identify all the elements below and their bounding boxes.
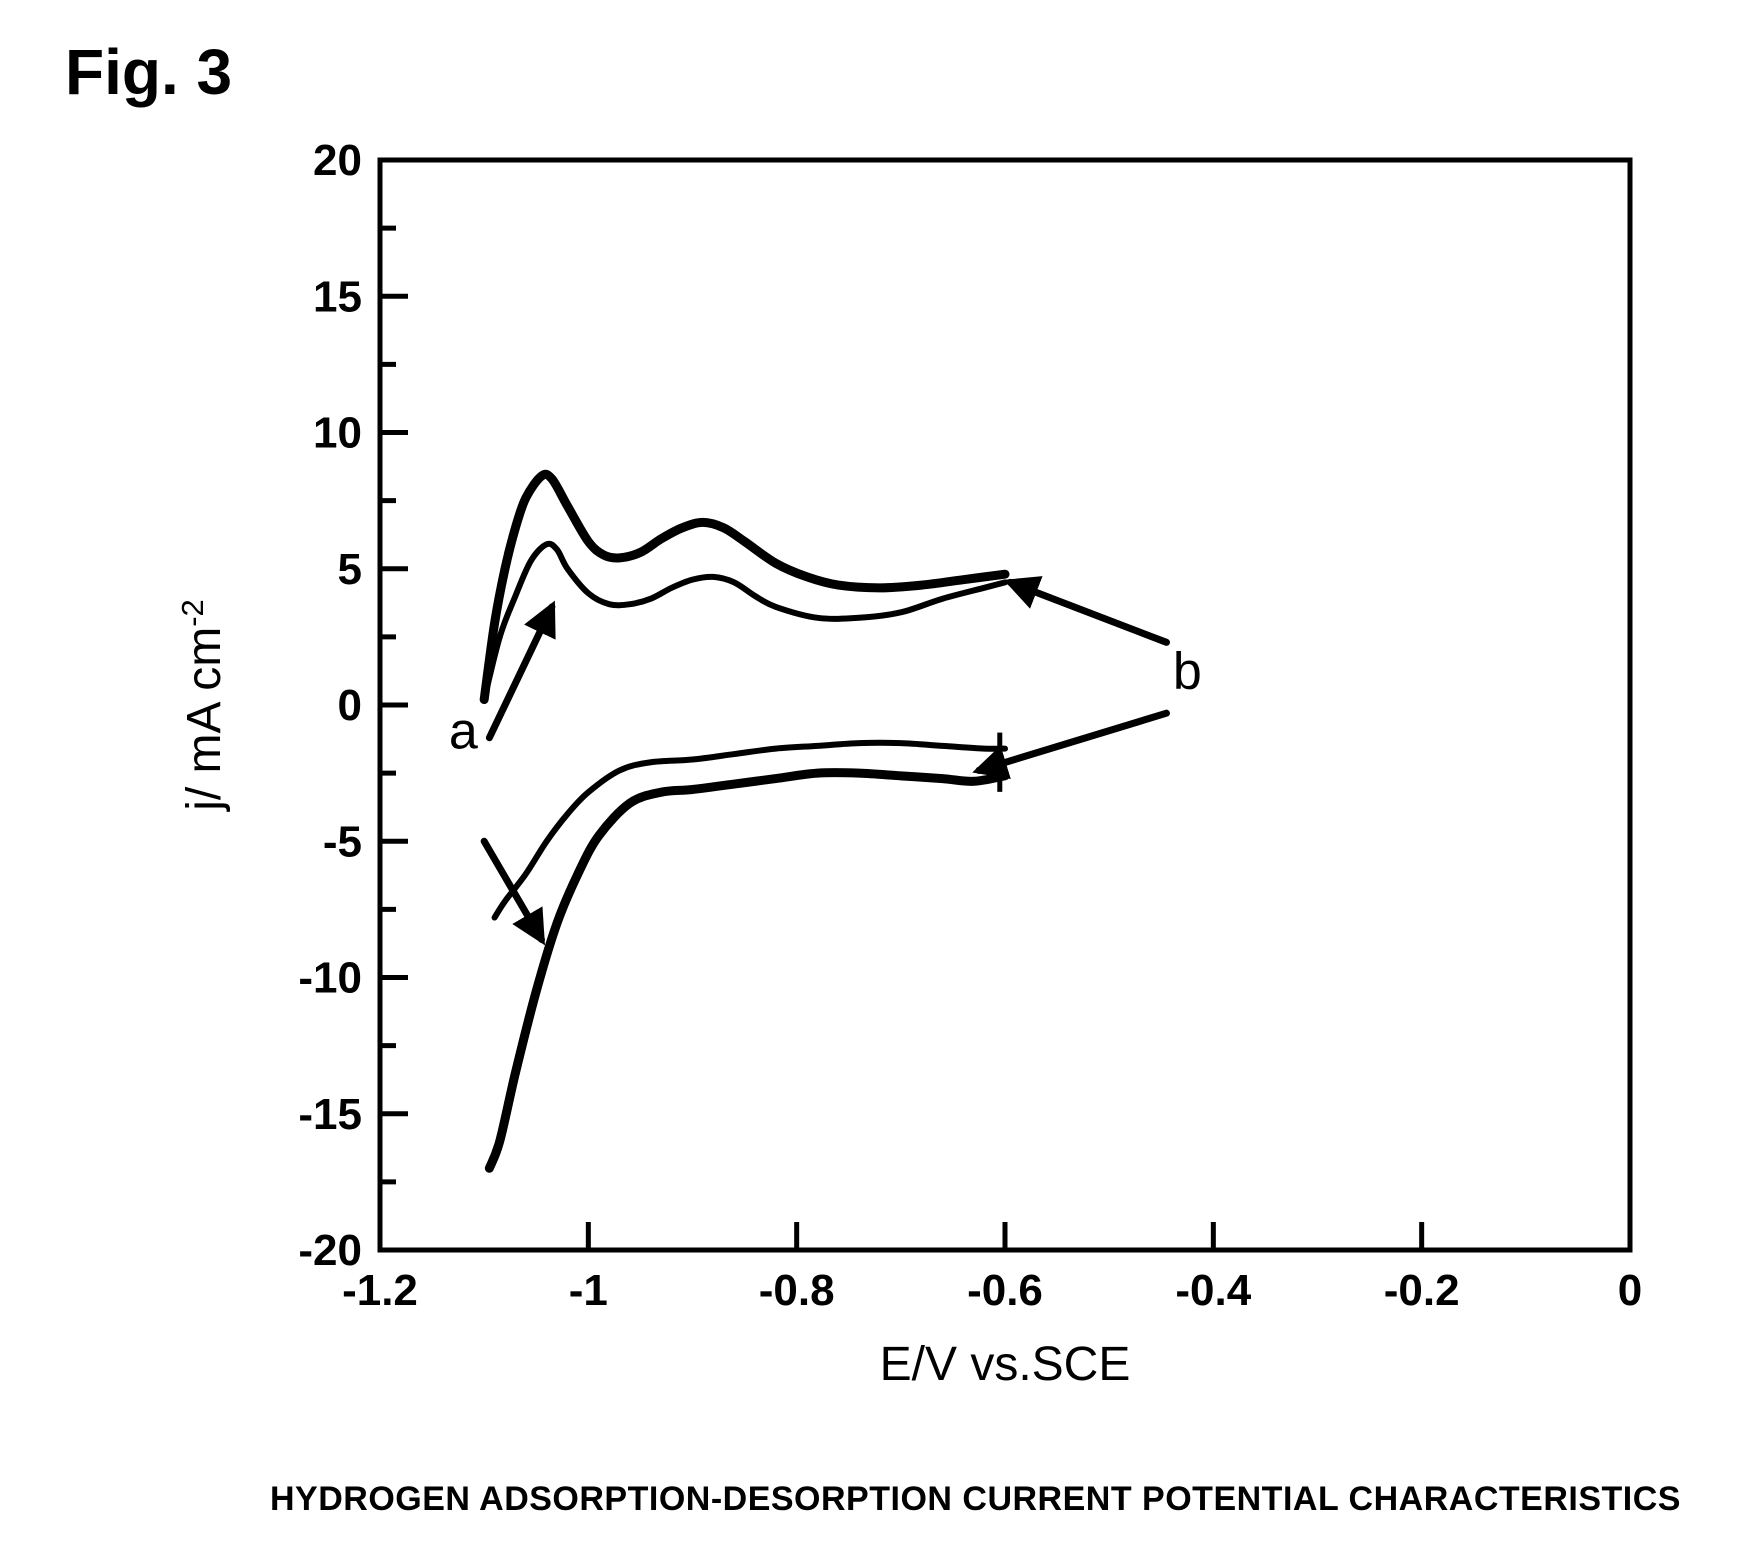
figure-caption: HYDROGEN ADSORPTION-DESORPTION CURRENT P… <box>270 1480 1681 1519</box>
x-tick-label: -0.4 <box>1175 1266 1251 1315</box>
figure-label: Fig. 3 <box>65 35 232 109</box>
y-tick-label: -10 <box>298 954 362 1003</box>
x-tick-label: -0.6 <box>967 1266 1043 1315</box>
y-tick-label: 5 <box>338 545 362 594</box>
y-axis-label: j/ mA cm-2 <box>175 599 232 813</box>
y-tick-label: 20 <box>313 136 362 185</box>
y-tick-label: -20 <box>298 1226 362 1275</box>
cv-chart: -1.2-1-0.8-0.6-0.4-0.20E/V vs.SCE2015105… <box>120 120 1680 1430</box>
x-axis-label: E/V vs.SCE <box>880 1338 1131 1391</box>
x-tick-label: -1 <box>569 1266 608 1315</box>
y-tick-label: 10 <box>313 409 362 458</box>
plot-area <box>380 160 1630 1250</box>
x-tick-label: -0.2 <box>1384 1266 1460 1315</box>
x-tick-label: 0 <box>1618 1266 1642 1315</box>
y-tick-label: -5 <box>323 817 362 866</box>
y-tick-label: 0 <box>338 681 362 730</box>
label-a: a <box>449 703 478 761</box>
x-tick-label: -0.8 <box>759 1266 835 1315</box>
y-tick-label: 15 <box>313 272 362 321</box>
label-b: b <box>1173 643 1202 701</box>
page: Fig. 3 -1.2-1-0.8-0.6-0.4-0.20E/V vs.SCE… <box>0 0 1743 1568</box>
y-tick-label: -15 <box>298 1090 362 1139</box>
